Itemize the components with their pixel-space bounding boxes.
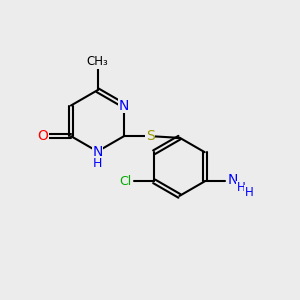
Text: N: N xyxy=(119,98,129,112)
Text: CH₃: CH₃ xyxy=(87,56,108,68)
Text: N: N xyxy=(228,173,238,187)
Text: S: S xyxy=(146,129,154,143)
Text: N: N xyxy=(92,145,103,159)
Text: H: H xyxy=(237,181,245,194)
Text: Cl: Cl xyxy=(119,175,132,188)
Text: O: O xyxy=(37,129,48,143)
Text: H: H xyxy=(245,186,254,199)
Text: H: H xyxy=(93,157,102,170)
